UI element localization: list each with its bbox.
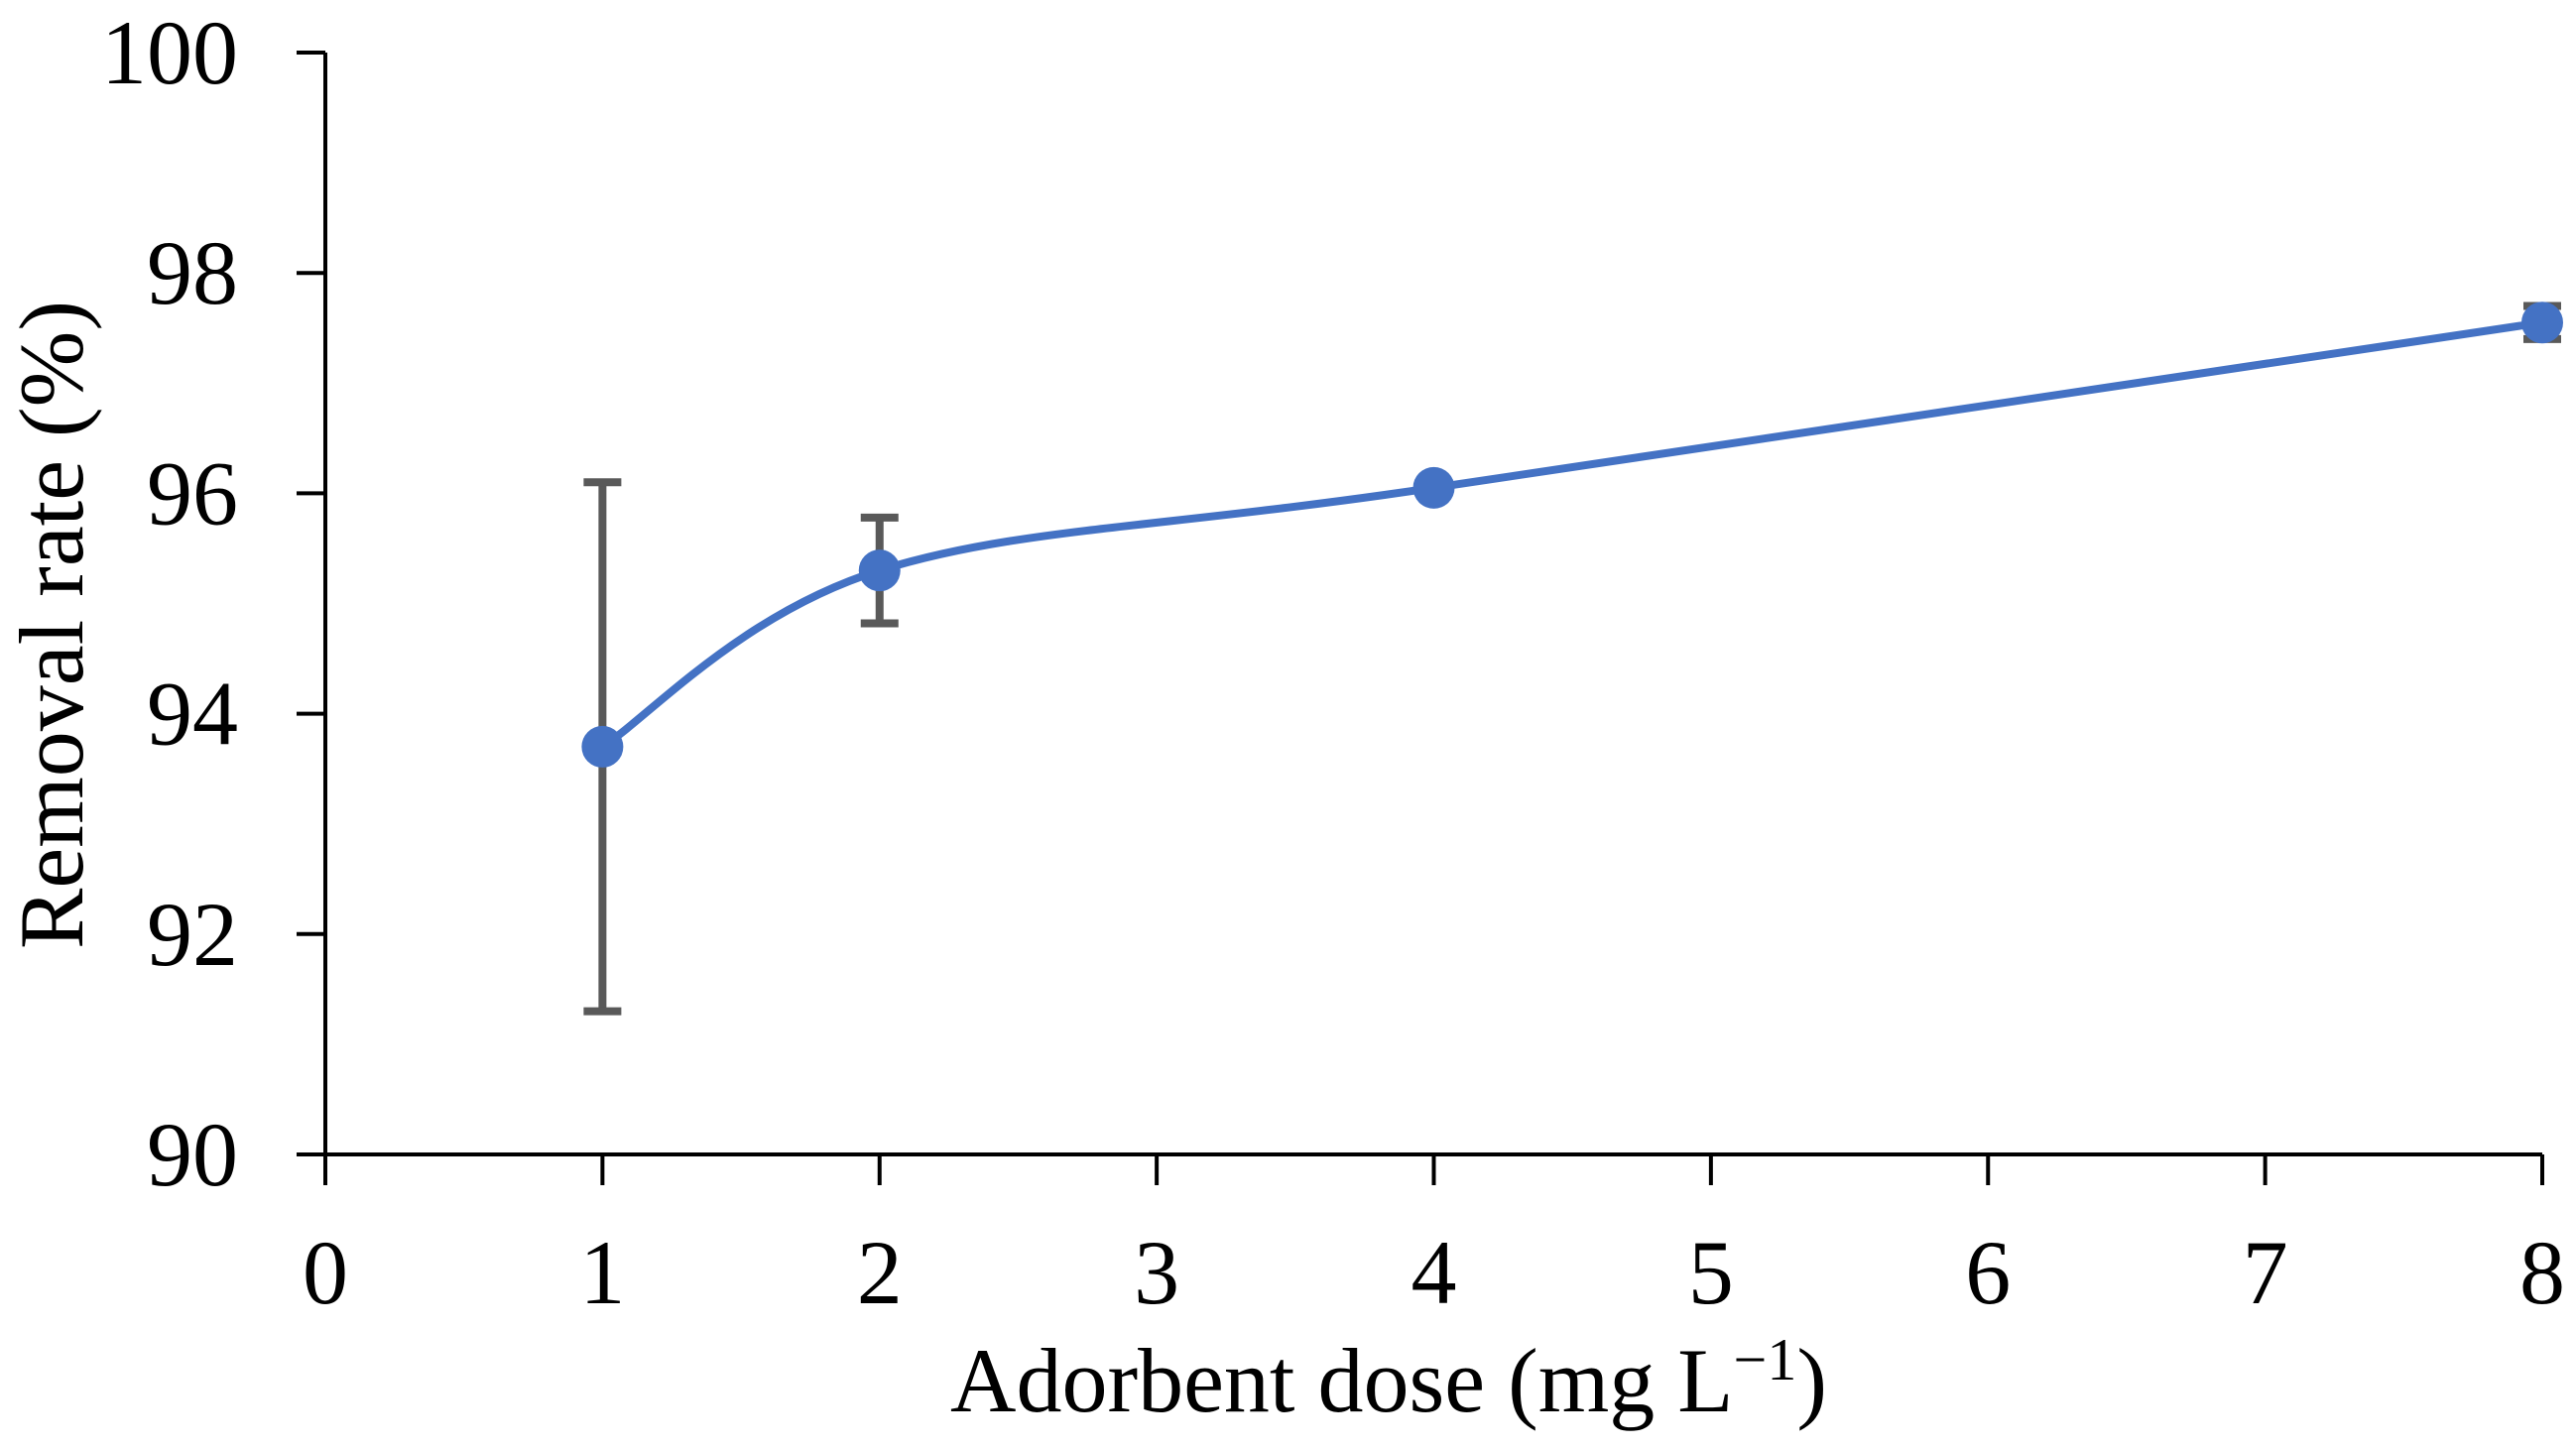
x-tick-label: 8 xyxy=(2519,1222,2565,1323)
series-line xyxy=(598,318,2546,751)
x-axis-title-main: Adorbent dose (mg L xyxy=(950,1330,1734,1431)
x-tick-label: 6 xyxy=(1965,1222,2011,1323)
x-tick-label: 4 xyxy=(1411,1222,1457,1323)
x-tick-label: 5 xyxy=(1688,1222,1734,1323)
x-tick-label: 1 xyxy=(579,1222,625,1323)
data-point-marker xyxy=(581,725,624,768)
x-axis-title-close-paren: ) xyxy=(1796,1330,1827,1431)
y-axis-title: Removal rate (%) xyxy=(1,301,102,949)
data-point-marker xyxy=(1412,466,1455,509)
x-tick-label: 2 xyxy=(857,1222,903,1323)
y-tick-label: 92 xyxy=(147,884,238,985)
x-axis-title-superscript: −1 xyxy=(1734,1327,1797,1392)
y-tick-label: 98 xyxy=(147,222,238,323)
data-point-marker xyxy=(2521,302,2563,344)
data-point-marker xyxy=(858,549,901,592)
x-tick-label: 3 xyxy=(1134,1222,1179,1323)
y-tick-label: 90 xyxy=(147,1104,238,1205)
y-tick-label: 100 xyxy=(101,2,238,103)
x-tick-label: 0 xyxy=(303,1222,348,1323)
x-axis-title: Adorbent dose (mg L−1) xyxy=(950,1327,1827,1431)
y-tick-label: 94 xyxy=(147,664,238,765)
y-tick-label: 96 xyxy=(147,442,238,544)
x-tick-label: 7 xyxy=(2243,1222,2288,1323)
